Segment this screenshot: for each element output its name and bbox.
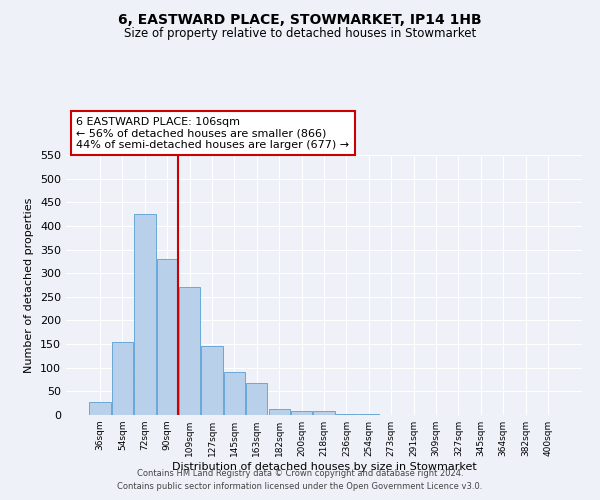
Text: Size of property relative to detached houses in Stowmarket: Size of property relative to detached ho…	[124, 28, 476, 40]
Text: Contains HM Land Registry data © Crown copyright and database right 2024.: Contains HM Land Registry data © Crown c…	[137, 468, 463, 477]
Bar	[313, 411, 335, 415]
Bar	[179, 288, 200, 415]
Bar	[202, 346, 223, 415]
Bar	[89, 402, 111, 415]
Bar	[269, 409, 290, 415]
Text: 6 EASTWARD PLACE: 106sqm
← 56% of detached houses are smaller (866)
44% of semi-: 6 EASTWARD PLACE: 106sqm ← 56% of detach…	[76, 116, 349, 150]
Bar	[224, 372, 245, 415]
Bar	[291, 411, 312, 415]
Bar	[157, 259, 178, 415]
Y-axis label: Number of detached properties: Number of detached properties	[25, 198, 34, 372]
Bar	[134, 214, 155, 415]
Text: Contains public sector information licensed under the Open Government Licence v3: Contains public sector information licen…	[118, 482, 482, 491]
X-axis label: Distribution of detached houses by size in Stowmarket: Distribution of detached houses by size …	[172, 462, 476, 472]
Bar	[246, 384, 268, 415]
Bar	[336, 414, 357, 415]
Text: 6, EASTWARD PLACE, STOWMARKET, IP14 1HB: 6, EASTWARD PLACE, STOWMARKET, IP14 1HB	[118, 12, 482, 26]
Bar	[112, 342, 133, 415]
Bar	[358, 414, 379, 415]
